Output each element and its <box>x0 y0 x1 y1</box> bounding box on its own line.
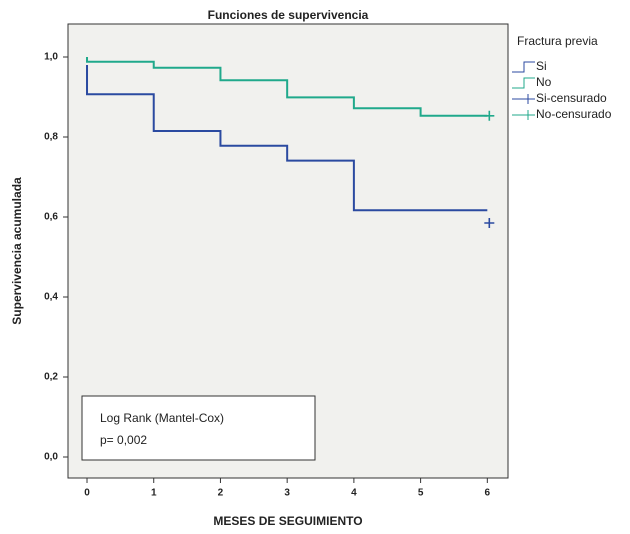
y-tick-label: 1,0 <box>44 52 58 63</box>
legend-symbol <box>512 110 535 120</box>
x-tick-label: 6 <box>485 488 491 499</box>
x-axis-label: MESES DE SEGUIMIENTO <box>213 514 362 528</box>
survival-curve <box>86 65 488 212</box>
legend-label: Si-censurado <box>536 91 607 105</box>
x-tick-label: 2 <box>218 488 224 499</box>
annotation: Log Rank (Mantel-Cox) <box>100 411 224 425</box>
x-tick-label: 5 <box>418 488 424 499</box>
legend-title: Fractura previa <box>517 34 598 48</box>
survival-curve <box>86 57 488 117</box>
legend-label: No-censurado <box>536 107 612 121</box>
x-tick-label: 3 <box>284 488 290 499</box>
x-tick-label: 1 <box>151 488 157 499</box>
censor-mark <box>484 110 495 121</box>
legend-symbol <box>512 94 535 104</box>
y-axis-label: Supervivencia acumulada <box>10 177 24 325</box>
legend-label: Si <box>536 59 547 73</box>
annotation: p= 0,002 <box>100 433 147 447</box>
chart-title: Funciones de supervivencia <box>208 8 369 22</box>
x-tick-label: 4 <box>351 488 357 499</box>
y-tick-label: 0,4 <box>44 292 58 303</box>
legend-label: No <box>536 75 552 89</box>
y-tick-label: 0,0 <box>44 452 58 463</box>
legend-symbol <box>512 61 535 73</box>
annotation-box <box>81 395 316 461</box>
y-tick-label: 0,6 <box>44 212 58 223</box>
y-tick-label: 0,2 <box>44 372 58 383</box>
censor-mark <box>484 218 495 228</box>
x-tick-label: 0 <box>84 488 90 499</box>
y-tick-label: 0,8 <box>44 132 58 143</box>
legend-symbol <box>512 77 535 89</box>
